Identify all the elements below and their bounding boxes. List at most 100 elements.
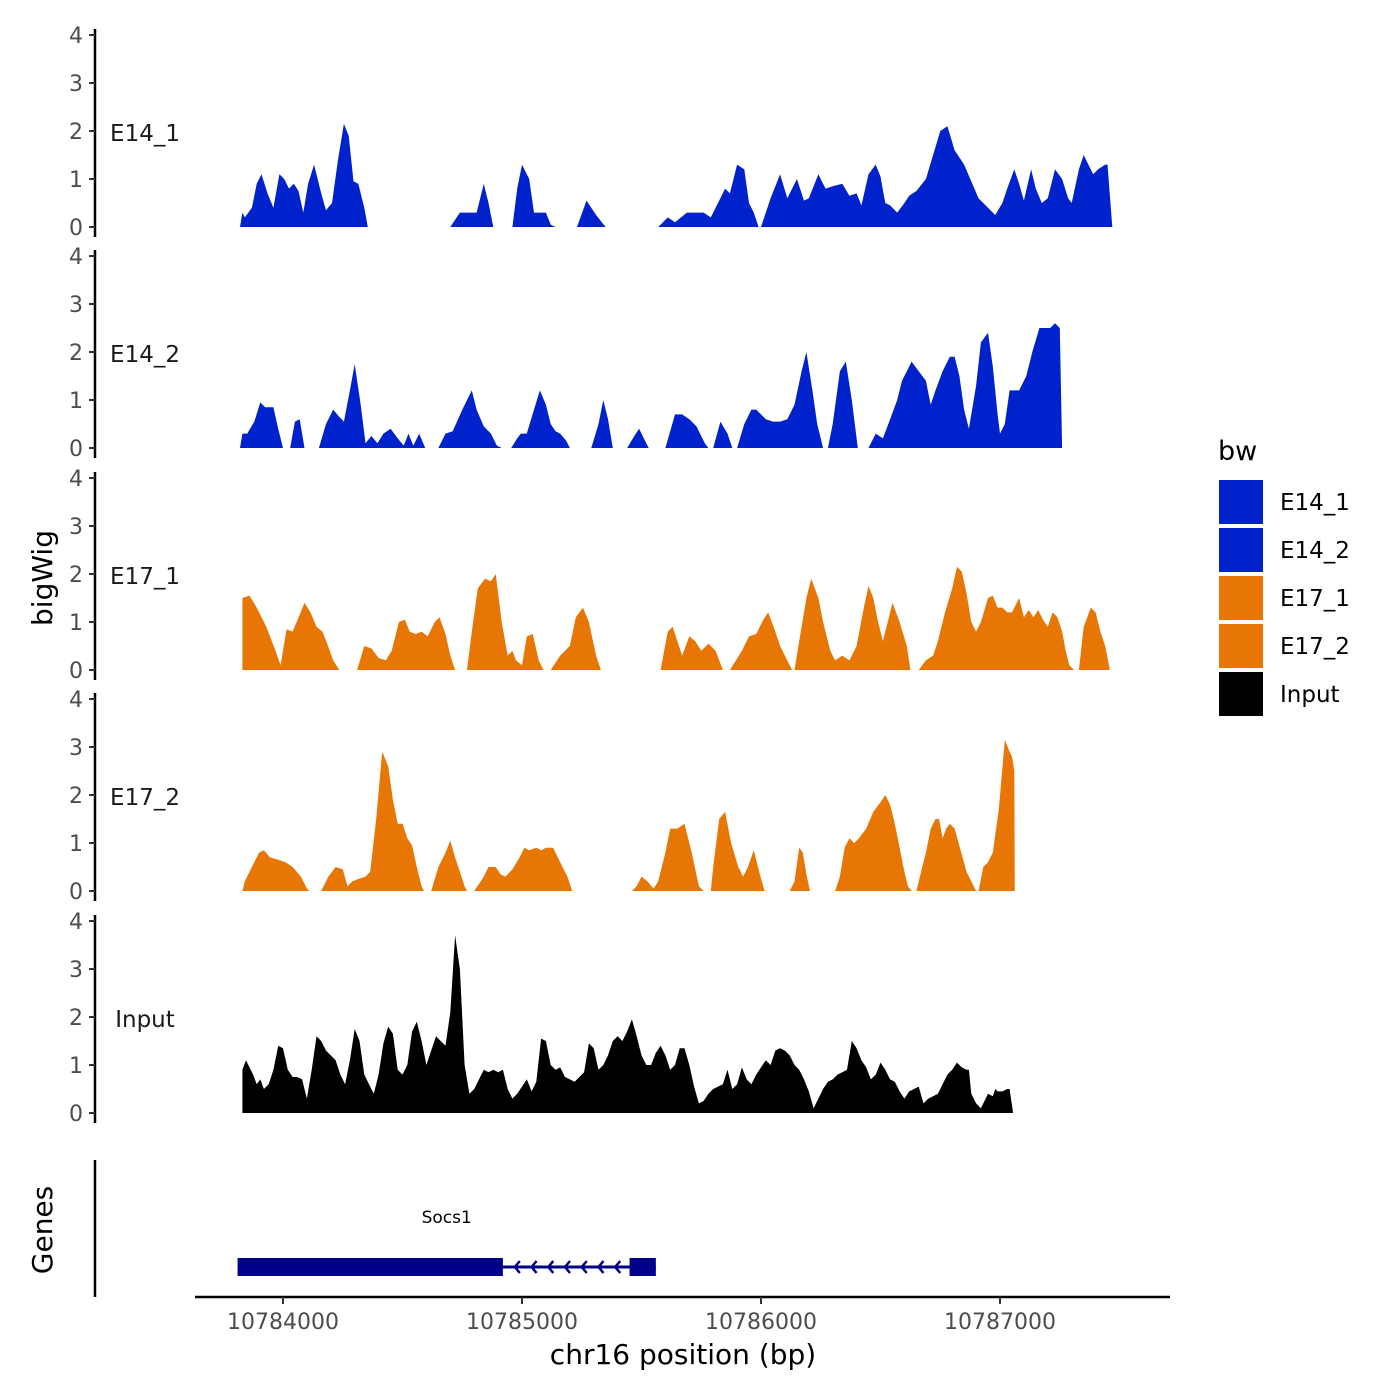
signal-area-Input [242, 935, 1014, 1113]
gene-exon [629, 1258, 656, 1276]
y-tick-label: 2 [69, 1006, 83, 1031]
x-tick-label: 10787000 [944, 1310, 1056, 1335]
x-tick-label: 10786000 [705, 1310, 817, 1335]
legend-swatch-E17_1 [1219, 576, 1263, 620]
y-tick-label: 4 [69, 910, 83, 935]
y-axis-title: bigWig [26, 530, 59, 626]
y-tick-label: 4 [69, 245, 83, 270]
legend: bw E14_1 E14_2 E17_1 E17_2 Input [1218, 436, 1350, 716]
y-tick-label: 0 [69, 659, 83, 684]
y-tick-label: 2 [69, 120, 83, 145]
signal-area-E17_1 [918, 566, 1075, 670]
y-tick-label: 1 [69, 611, 83, 636]
y-tick-label: 3 [69, 958, 83, 983]
x-axis-title: chr16 position (bp) [550, 1338, 816, 1371]
y-tick-label: 3 [69, 293, 83, 318]
y-tick-label: 2 [69, 784, 83, 809]
track-label-Input: Input [115, 1007, 175, 1033]
signal-area-E17_1 [1078, 607, 1110, 670]
signal-area-E14_2 [438, 390, 502, 448]
signal-area-E17_2 [710, 811, 765, 891]
gene-track-title: Genes [26, 1186, 59, 1274]
signal-area-E14_1 [240, 123, 368, 227]
signal-area-E14_2 [713, 421, 733, 448]
y-tick-label: 0 [69, 437, 83, 462]
signal-area-E17_2 [242, 850, 310, 891]
x-tick-label: 10785000 [466, 1310, 578, 1335]
signal-area-E14_2 [627, 428, 649, 448]
signal-area-E14_2 [591, 400, 613, 448]
signal-area-E14_2 [737, 352, 824, 448]
signal-area-E17_2 [916, 819, 977, 891]
legend-swatch-E17_2 [1219, 624, 1263, 668]
y-tick-label: 0 [69, 880, 83, 905]
signal-area-E17_1 [794, 578, 911, 670]
signal-area-E14_2 [665, 414, 709, 448]
y-tick-label: 2 [69, 341, 83, 366]
signal-area-E17_2 [474, 847, 573, 891]
x-axis: 10784000 10785000 10786000 10787000 [195, 1295, 1170, 1335]
y-tick-label: 3 [69, 515, 83, 540]
signal-area-E14_2 [827, 361, 858, 448]
signal-area-E17_2 [835, 795, 912, 891]
y-tick-label: 1 [69, 832, 83, 857]
y-tick-label: 3 [69, 72, 83, 97]
x-tick-label: 10784000 [227, 1310, 339, 1335]
signal-area-E17_2 [789, 847, 810, 891]
track-E17_1: 0 1 2 3 4 E17_1 [69, 467, 1110, 684]
signal-area-E14_2 [290, 419, 305, 448]
signal-area-E14_2 [318, 364, 426, 448]
track-E14_2: 0 1 2 3 4 E14_2 [69, 245, 1063, 462]
track-Input: 0 1 2 3 4 Input [69, 910, 1014, 1127]
strand-arrow [580, 1260, 588, 1274]
y-tick-label: 1 [69, 1054, 83, 1079]
strand-arrow [613, 1260, 622, 1274]
signal-tracks: 0 1 2 3 4 E14_1 0 1 2 3 4 E14_2 0 1 2 3 4 E17_1 0 1 2 3 4 E17_2… [69, 24, 1113, 1127]
track-E14_1: 0 1 2 3 4 E14_1 [69, 24, 1113, 241]
gene-track: Genes Socs1 [26, 1160, 656, 1297]
y-tick-label: 3 [69, 736, 83, 761]
strand-arrow [513, 1260, 521, 1274]
y-tick-label: 0 [69, 1102, 83, 1127]
signal-area-E17_1 [660, 626, 723, 670]
legend-title: bw [1218, 436, 1257, 467]
track-label-E14_1: E14_1 [110, 121, 180, 147]
signal-area-E14_1 [577, 200, 606, 227]
track-E17_2: 0 1 2 3 4 E17_2 [69, 688, 1015, 905]
signal-area-E14_1 [512, 164, 556, 227]
legend-swatch-E14_1 [1219, 480, 1263, 524]
y-tick-label: 2 [69, 563, 83, 588]
y-tick-label: 4 [69, 24, 83, 49]
signal-area-E17_2 [631, 823, 704, 891]
signal-area-E14_2 [511, 390, 570, 448]
legend-label-E17_2: E17_2 [1280, 634, 1350, 660]
legend-label-Input: Input [1280, 682, 1340, 708]
signal-area-E17_2 [978, 739, 1015, 891]
legend-swatch-Input [1219, 672, 1263, 716]
y-tick-label: 4 [69, 467, 83, 492]
track-label-E17_1: E17_1 [110, 564, 180, 590]
signal-area-E17_2 [321, 751, 424, 891]
gene-name-label: Socs1 [422, 1208, 472, 1228]
signal-area-E17_1 [357, 617, 456, 670]
strand-arrow [563, 1260, 571, 1274]
signal-area-E17_1 [729, 612, 793, 670]
y-tick-label: 1 [69, 389, 83, 414]
y-tick-label: 4 [69, 688, 83, 713]
legend-label-E17_1: E17_1 [1280, 586, 1350, 612]
y-tick-label: 1 [69, 168, 83, 193]
signal-area-E17_1 [467, 574, 544, 670]
track-label-E14_2: E14_2 [110, 342, 180, 368]
signal-area-E14_1 [761, 126, 1113, 227]
strand-arrow [529, 1260, 538, 1274]
signal-area-E14_2 [868, 323, 1063, 448]
gene-exon [237, 1258, 503, 1276]
signal-area-E17_1 [242, 595, 340, 670]
gene-Socs1: Socs1 [237, 1208, 656, 1276]
signal-area-E14_1 [450, 183, 494, 227]
y-tick-label: 0 [69, 216, 83, 241]
legend-label-E14_1: E14_1 [1280, 490, 1350, 516]
signal-area-E14_2 [240, 402, 283, 448]
strand-arrow [596, 1260, 605, 1274]
